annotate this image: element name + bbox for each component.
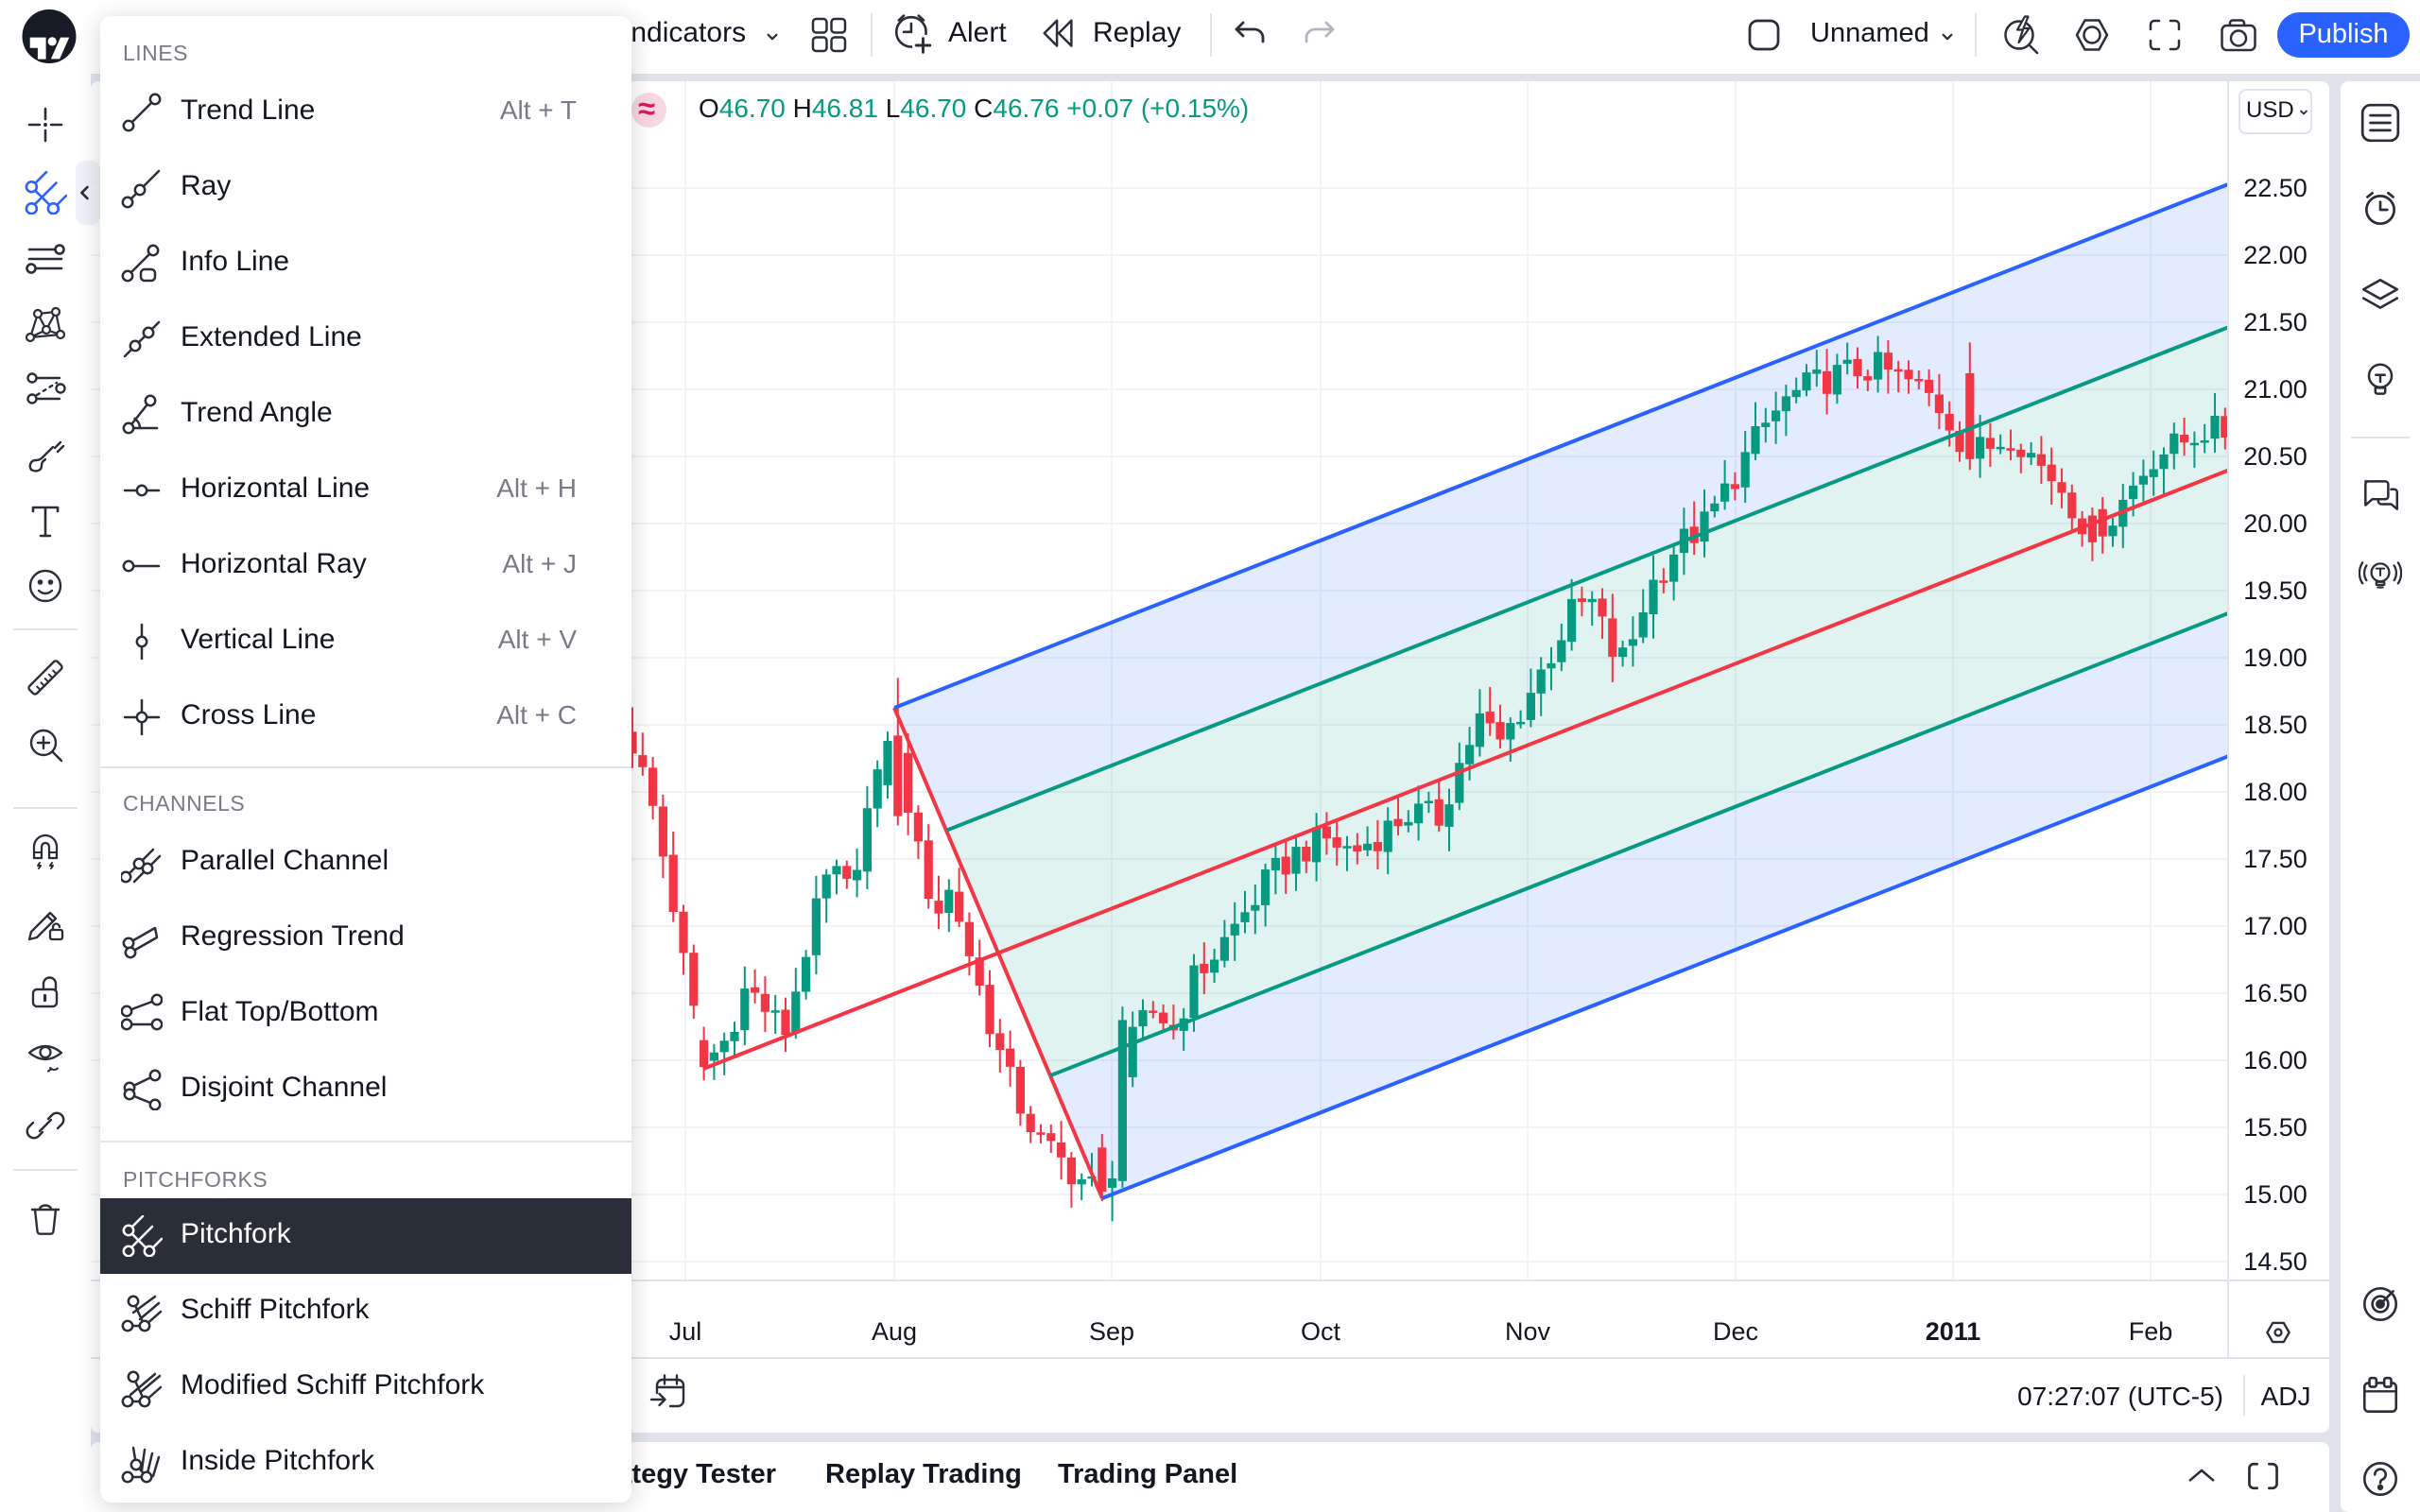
svg-text:19.50: 19.50 <box>2243 576 2308 605</box>
svg-text:17.00: 17.00 <box>2243 912 2308 940</box>
svg-text:Nov: Nov <box>1505 1317 1551 1346</box>
svg-text:15.00: 15.00 <box>2243 1180 2308 1209</box>
svg-text:22.50: 22.50 <box>2243 174 2308 202</box>
svg-text:17.50: 17.50 <box>2243 845 2308 873</box>
svg-text:14.50: 14.50 <box>2243 1247 2308 1276</box>
svg-text:18.00: 18.00 <box>2243 778 2308 806</box>
svg-text:21.00: 21.00 <box>2243 375 2308 404</box>
svg-text:Jul: Jul <box>669 1317 702 1346</box>
svg-text:07:27:07 (UTC-5): 07:27:07 (UTC-5) <box>2017 1382 2223 1411</box>
svg-text:16.00: 16.00 <box>2243 1046 2308 1074</box>
svg-text:Oct: Oct <box>1301 1317 1341 1346</box>
svg-text:18.50: 18.50 <box>2243 711 2308 739</box>
svg-text:Sep: Sep <box>1089 1317 1134 1346</box>
svg-text:22.00: 22.00 <box>2243 241 2308 269</box>
svg-text:19.00: 19.00 <box>2243 644 2308 672</box>
svg-text:16.50: 16.50 <box>2243 979 2308 1007</box>
svg-text:20.50: 20.50 <box>2243 442 2308 471</box>
svg-text:Feb: Feb <box>2129 1317 2173 1346</box>
svg-text:15.50: 15.50 <box>2243 1113 2308 1142</box>
svg-text:ADJ: ADJ <box>2261 1382 2311 1411</box>
svg-text:Aug: Aug <box>872 1317 917 1346</box>
svg-text:20.00: 20.00 <box>2243 509 2308 538</box>
svg-text:Dec: Dec <box>1713 1317 1758 1346</box>
svg-text:21.50: 21.50 <box>2243 308 2308 336</box>
svg-text:2011: 2011 <box>1926 1317 1981 1346</box>
